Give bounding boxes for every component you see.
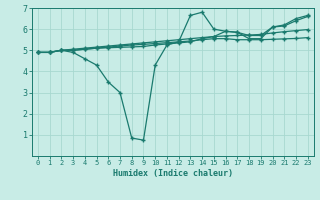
X-axis label: Humidex (Indice chaleur): Humidex (Indice chaleur) xyxy=(113,169,233,178)
